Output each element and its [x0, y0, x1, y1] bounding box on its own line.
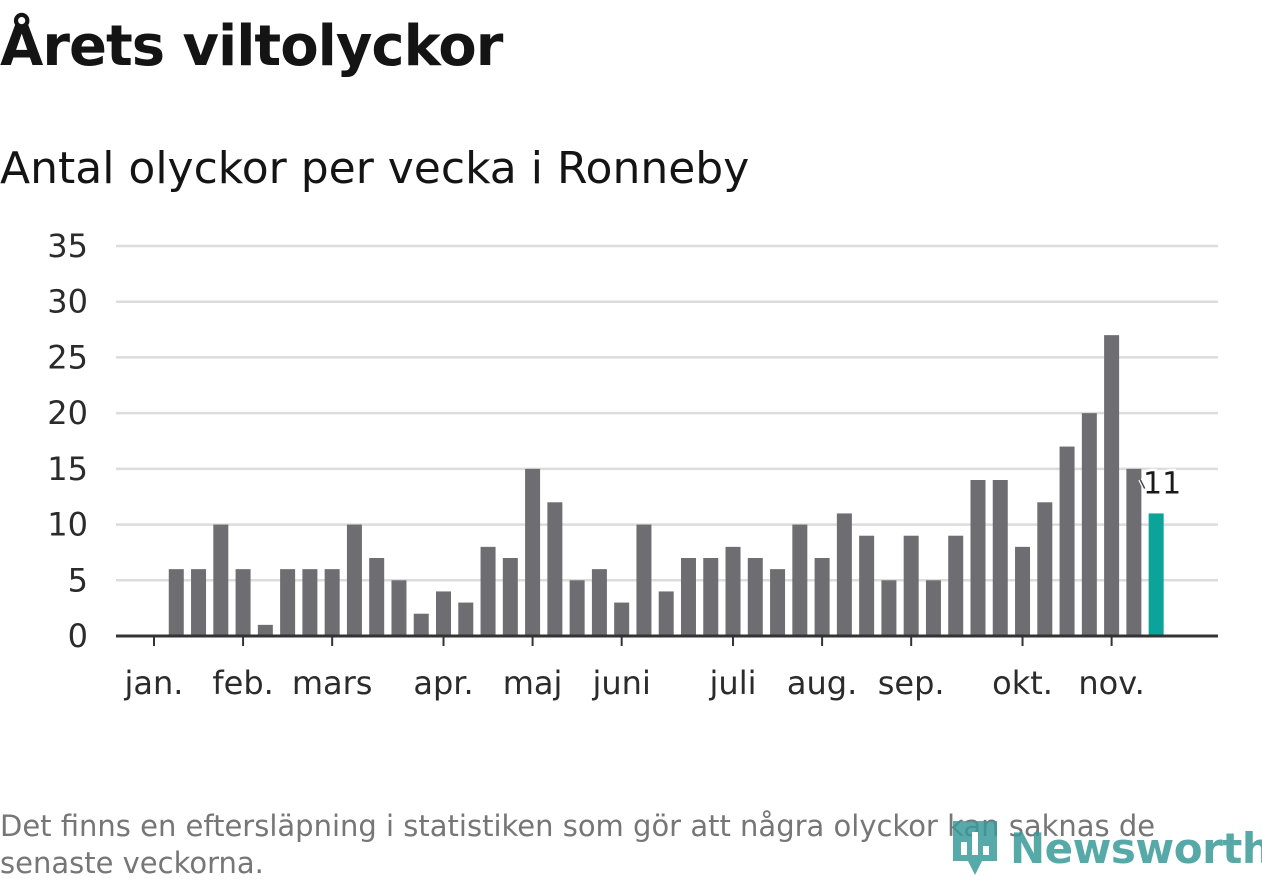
x-tick-label: apr. — [413, 664, 473, 702]
x-tick-label: aug. — [787, 664, 857, 702]
x-tick-label: nov. — [1078, 664, 1144, 702]
bar — [1037, 502, 1053, 636]
bar — [747, 558, 763, 636]
data-label-connector — [1139, 479, 1148, 494]
logo-text: Newsworthy — [1010, 823, 1262, 873]
bar — [859, 535, 875, 636]
bar — [191, 569, 207, 636]
y-tick-label: 0 — [68, 617, 88, 655]
x-axis — [116, 634, 1218, 646]
data-label: 11 — [1143, 466, 1181, 501]
bar — [235, 569, 251, 636]
bar — [480, 546, 496, 636]
bar — [1081, 413, 1097, 636]
y-tick-label: 25 — [47, 338, 88, 376]
data-labels: 11 — [1138, 464, 1184, 504]
bar — [502, 558, 518, 636]
bar — [925, 580, 941, 636]
y-tick-label: 15 — [47, 450, 88, 488]
bar-highlight — [1148, 513, 1164, 636]
bar — [525, 468, 541, 636]
bar — [369, 558, 385, 636]
bar — [770, 569, 786, 636]
y-tick-label: 30 — [47, 283, 88, 321]
bar-chart-pin-icon — [953, 821, 997, 875]
y-axis-ticks: 0 5 10 15 20 25 30 35 — [47, 227, 88, 655]
x-tick-label: sep. — [878, 664, 945, 702]
chart-title: Årets viltolyckor — [0, 14, 503, 79]
bar — [636, 524, 652, 636]
bar — [280, 569, 296, 636]
bar — [792, 524, 808, 636]
bar — [1104, 335, 1120, 636]
bar — [391, 580, 407, 636]
bar — [903, 535, 919, 636]
bars — [168, 335, 1164, 636]
x-tick-label: juli — [709, 664, 757, 702]
bar-chart: 0 5 10 15 20 25 30 35 jan. feb. mars apr. maj juni ju… — [47, 227, 1218, 702]
bar — [591, 569, 607, 636]
bar — [302, 569, 318, 636]
bar — [458, 602, 474, 636]
bar — [881, 580, 897, 636]
x-axis-month-labels: jan. feb. mars apr. maj juni juli aug. sep. okt. n… — [124, 664, 1145, 702]
y-tick-label: 35 — [47, 227, 88, 265]
y-tick-label: 10 — [47, 506, 88, 544]
chart-subtitle: Antal olyckor per vecka i Ronneby — [0, 143, 750, 194]
bar — [814, 558, 830, 636]
bar — [346, 524, 362, 636]
grid-lines — [116, 244, 1218, 582]
bar — [168, 569, 184, 636]
bar — [836, 513, 852, 636]
bar — [948, 535, 964, 636]
bar — [992, 480, 1008, 636]
bar — [569, 580, 585, 636]
bar — [658, 591, 674, 636]
bar — [413, 613, 429, 636]
x-tick-label: mars — [292, 664, 373, 702]
y-tick-label: 20 — [47, 394, 88, 432]
bar — [703, 558, 719, 636]
x-tick-label: maj — [503, 664, 563, 702]
x-tick-label: okt. — [992, 664, 1053, 702]
x-tick-label: juni — [591, 664, 650, 702]
bar — [436, 591, 452, 636]
bar — [614, 602, 630, 636]
x-tick-label: jan. — [124, 664, 184, 702]
y-tick-label: 5 — [68, 561, 88, 599]
bar — [547, 502, 563, 636]
bar — [1059, 446, 1075, 636]
bar — [1015, 546, 1031, 636]
bar — [970, 480, 986, 636]
bar — [324, 569, 340, 636]
bar — [1126, 468, 1142, 636]
bar — [725, 546, 741, 636]
bar — [213, 524, 229, 636]
bar — [680, 558, 696, 636]
bar — [257, 624, 273, 636]
x-tick-label: feb. — [212, 664, 273, 702]
newsworthy-logo[interactable]: Newsworthy — [950, 818, 1262, 878]
